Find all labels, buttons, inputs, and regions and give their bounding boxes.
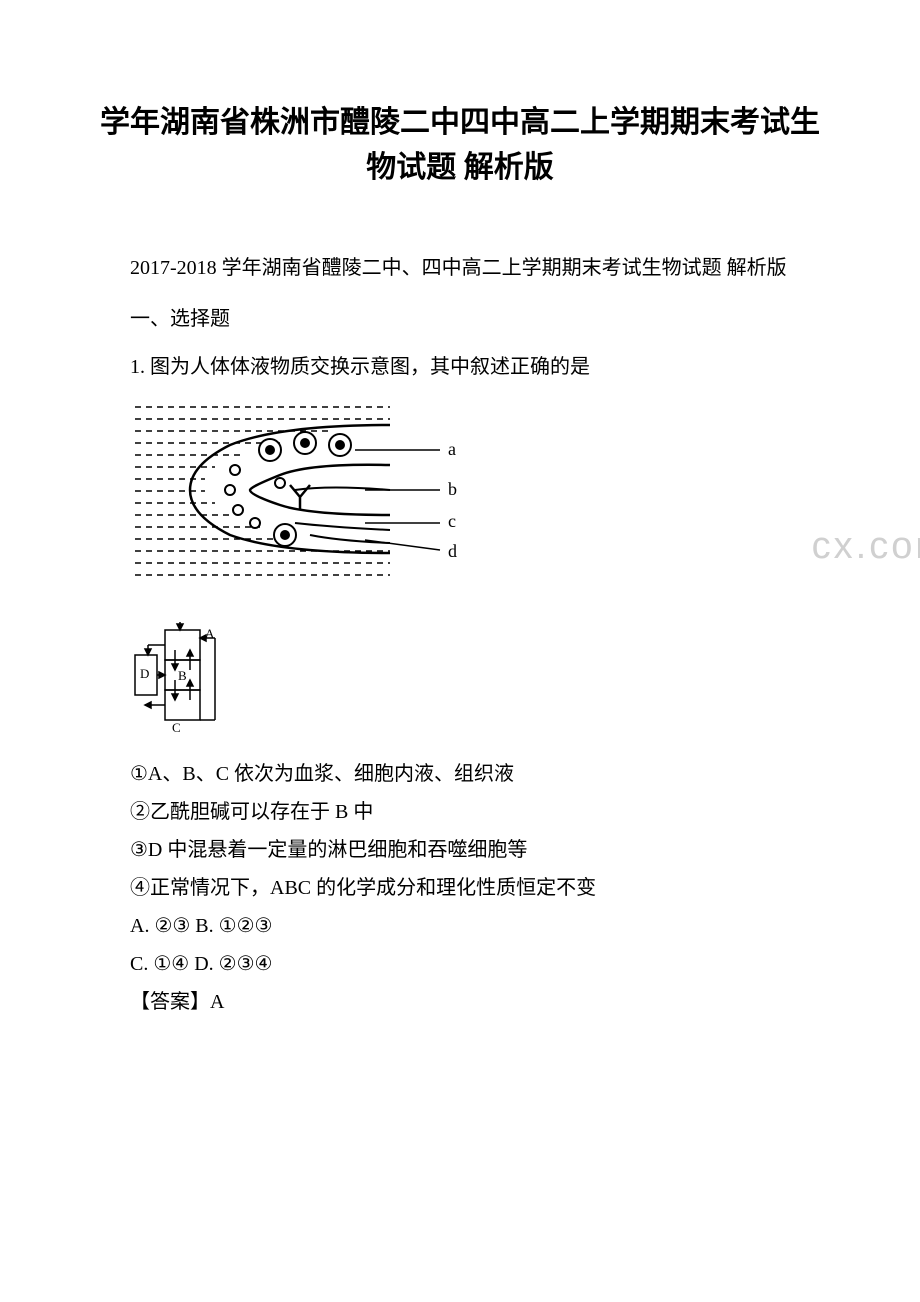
figure2-label-A: A — [205, 626, 215, 641]
statement-2: ②乙酰胆碱可以存在于 B 中 — [90, 793, 830, 831]
watermark-text: cx.com — [812, 525, 920, 568]
section-heading: 一、选择题 — [90, 301, 830, 337]
figure1-label-c: c — [448, 511, 456, 531]
answer-text: 【答案】A — [90, 983, 830, 1021]
document-subtitle: 2017-2018 学年湖南省醴陵二中、四中高二上学期期末考试生物试题 解析版 — [90, 250, 830, 286]
choice-line-2: C. ①④ D. ②③④ — [90, 945, 830, 983]
figure1-label-d: d — [448, 541, 457, 561]
figure2-label-D: D — [140, 666, 149, 681]
figure-1-diagram: a b c d — [130, 395, 490, 595]
document-title: 学年湖南省株洲市醴陵二中四中高二上学期期末考试生物试题 解析版 — [90, 100, 830, 190]
figure1-label-a: a — [448, 439, 456, 459]
figure2-label-B: B — [178, 668, 187, 683]
statement-3: ③D 中混悬着一定量的淋巴细胞和吞噬细胞等 — [90, 831, 830, 869]
figure1-label-b: b — [448, 479, 457, 499]
statement-1: ①A、B、C 依次为血浆、细胞内液、组织液 — [90, 755, 830, 793]
figure-2-diagram: A B C D — [130, 620, 240, 740]
question-text: 1. 图为人体体液物质交换示意图，其中叙述正确的是 — [90, 349, 830, 385]
figure-1-container: a b c d cx.com — [130, 395, 830, 600]
choice-line-1: A. ②③ B. ①②③ — [90, 907, 830, 945]
statement-4: ④正常情况下，ABC 的化学成分和理化性质恒定不变 — [90, 869, 830, 907]
figure2-label-C: C — [172, 720, 181, 735]
